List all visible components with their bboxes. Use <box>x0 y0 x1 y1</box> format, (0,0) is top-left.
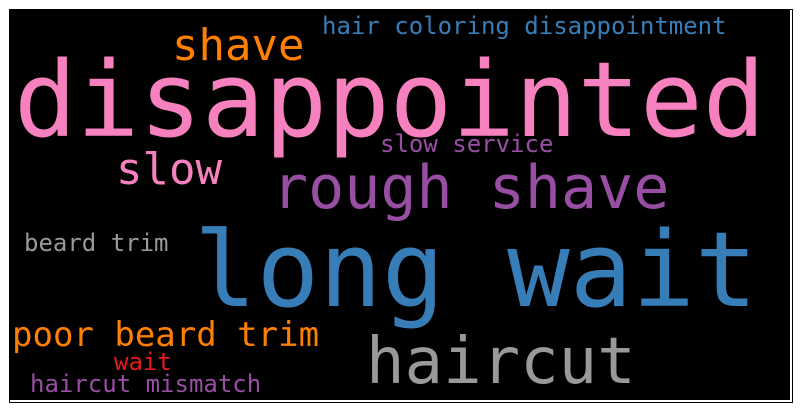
word-haircut-mismatch: haircut mismatch <box>30 370 262 398</box>
word-rough-shave: rough shave <box>272 153 670 223</box>
word-disappointed: disappointed <box>14 39 766 161</box>
word-slow-service: slow service <box>380 130 554 158</box>
word-long-wait: long wait <box>194 209 758 331</box>
word-wait: wait <box>114 348 172 376</box>
word-haircut: haircut <box>366 325 636 399</box>
word-poor-beard-trim: poor beard trim <box>12 315 320 355</box>
word-beard-trim: beard trim <box>24 229 169 257</box>
word-shave: shave <box>172 20 305 71</box>
word-slow: slow <box>116 144 222 195</box>
word-hair-coloring-disappointment: hair coloring disappointment <box>322 12 727 40</box>
word-cloud: disappointed long wait rough shave hairc… <box>10 10 790 400</box>
